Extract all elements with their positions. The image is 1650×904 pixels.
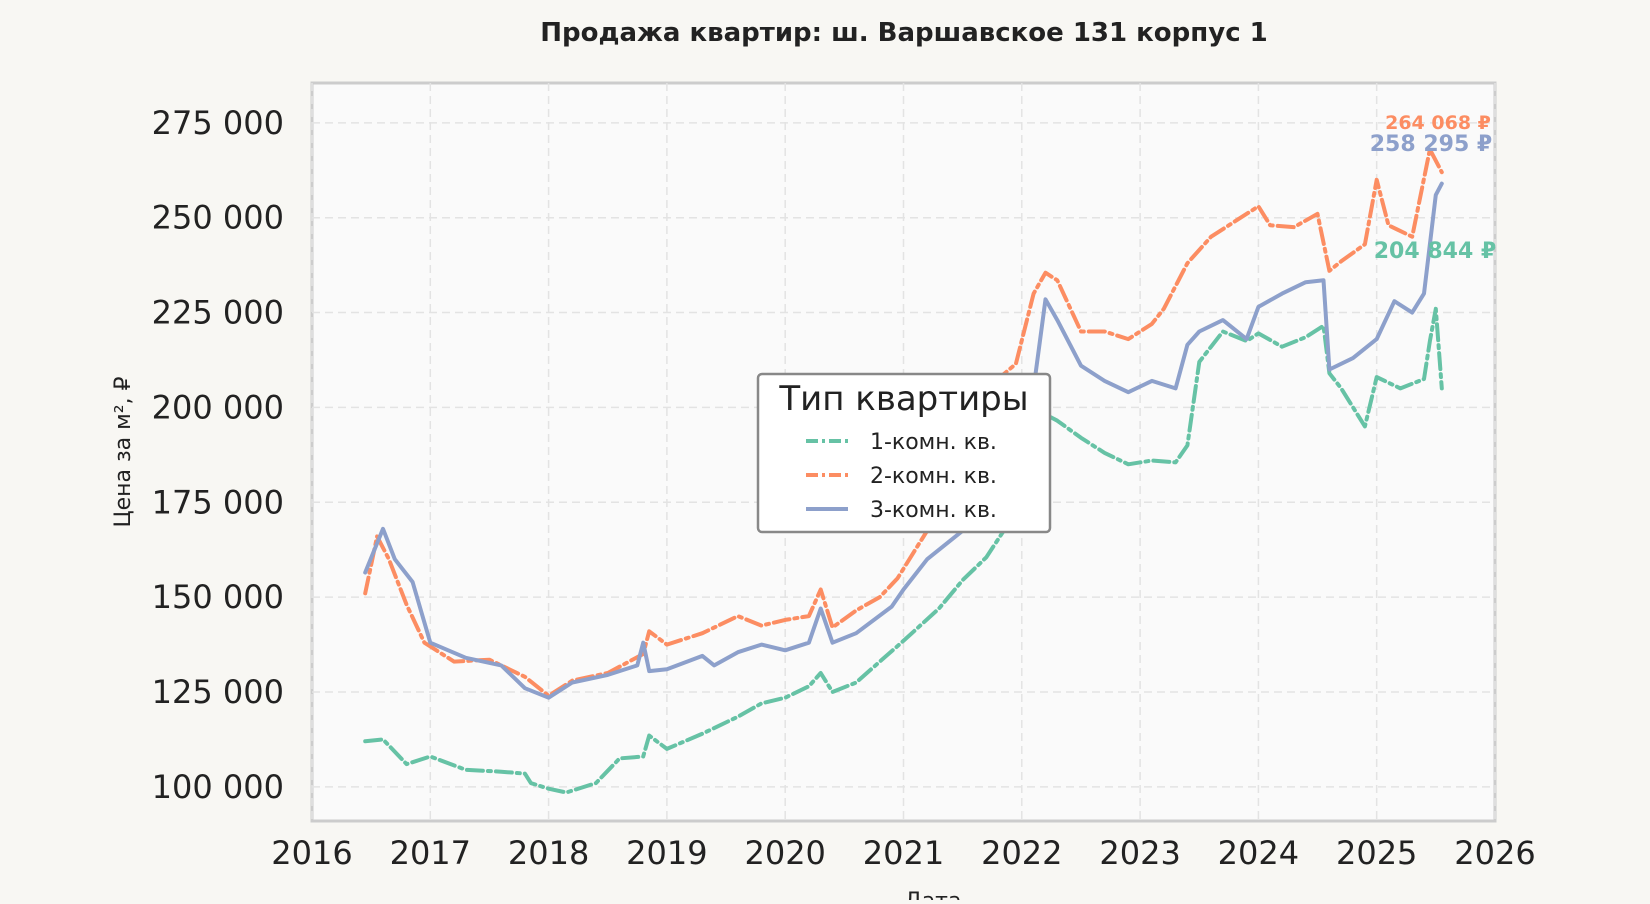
x-tick-label: 2016 (271, 834, 352, 872)
x-tick-label: 2019 (626, 834, 707, 872)
x-tick-label: 2018 (508, 834, 589, 872)
x-tick-label: 2023 (1099, 834, 1180, 872)
y-tick-label: 275 000 (152, 104, 284, 142)
y-axis-label: Цена за м², ₽ (111, 376, 136, 527)
series-line-1 (363, 306, 1444, 795)
x-ticks: 2016 2017 2018 2019 2020 2021 2022 2023 2024 2025… (271, 834, 1535, 872)
y-tick-label: 225 000 (152, 294, 284, 332)
legend-label-1: 1-комн. кв. (870, 430, 997, 455)
y-ticks: 100 000 125 000 150 000 175 000 200 000 225 0… (152, 104, 284, 806)
y-tick-label: 100 000 (152, 768, 284, 806)
legend-title: Тип квартиры (778, 379, 1028, 419)
y-tick-label: 125 000 (152, 673, 284, 711)
y-tick-label: 200 000 (152, 388, 284, 426)
x-tick-label: 2020 (744, 834, 825, 872)
legend: Тип квартиры 1-комн. кв. 2-комн. кв. 3-ком… (756, 372, 1052, 534)
legend-label-2: 2-комн. кв. (870, 464, 997, 489)
x-tick-label: 2021 (863, 834, 944, 872)
x-tick-label: 2026 (1454, 834, 1535, 872)
series-end-label-1: 204 844 ₽ (1374, 239, 1496, 264)
y-tick-label: 250 000 (152, 199, 284, 237)
end-labels: 204 844 ₽ 264 068 ₽258 295 ₽ (1370, 112, 1496, 264)
x-tick-label: 2024 (1218, 834, 1299, 872)
y-tick-label: 175 000 (152, 483, 284, 521)
x-axis-label: Дата (905, 889, 962, 900)
series-end-label-3: 258 295 ₽ (1370, 132, 1492, 157)
chart-title: Продажа квартир: ш. Варшавское 131 корпу… (540, 18, 1268, 48)
x-tick-label: 2022 (981, 834, 1062, 872)
series-end-label-2: 264 068 ₽ (1385, 112, 1491, 134)
legend-box (756, 372, 1052, 534)
legend-label-3: 3-комн. кв. (870, 498, 997, 523)
x-tick-label: 2025 (1336, 834, 1417, 872)
x-tick-label: 2017 (390, 834, 471, 872)
legend-entries: 1-комн. кв. 2-комн. кв. 3-комн. кв. (806, 430, 997, 523)
y-tick-label: 150 000 (152, 578, 284, 616)
